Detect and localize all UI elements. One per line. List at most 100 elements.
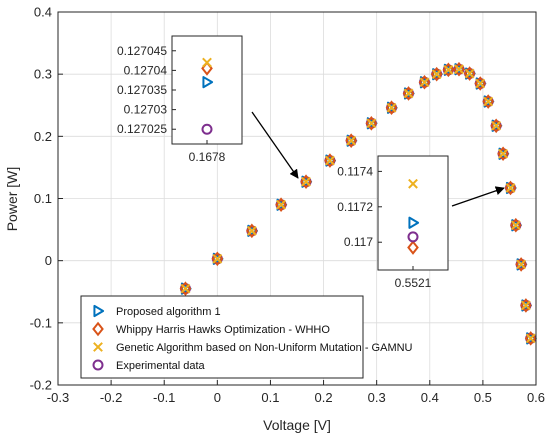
proposed-inset-marker <box>202 76 214 89</box>
data-point <box>300 174 313 190</box>
data-point <box>275 197 288 213</box>
y-tick-label: 0.4 <box>34 5 52 20</box>
data-point <box>463 66 476 81</box>
inset-y-tick-label: 0.1174 <box>337 164 373 178</box>
legend-item: Experimental data <box>92 359 206 372</box>
x-tick-label: -0.3 <box>47 390 69 405</box>
inset-2-frame <box>377 155 449 271</box>
x-marker <box>301 176 311 187</box>
data-point <box>345 133 358 148</box>
x-tick-label: 0.2 <box>315 390 333 405</box>
data-point <box>453 61 466 77</box>
inset-1-frame <box>171 35 243 145</box>
y-tick-label: -0.2 <box>30 378 52 393</box>
x-marker <box>505 183 516 193</box>
x-marker <box>521 300 531 311</box>
inset-2-ticks: 0.1174 0.1172 0.117 <box>337 164 414 270</box>
legend: Proposed algorithm 1 Whippy Harris Hawks … <box>80 295 413 379</box>
data-point <box>497 146 510 162</box>
x-marker <box>498 148 508 159</box>
experimental-inset-marker <box>201 123 213 135</box>
x-marker <box>276 199 286 210</box>
data-point <box>515 257 528 272</box>
x-marker <box>491 120 502 131</box>
y-axis-label: Power [W] <box>4 167 20 232</box>
x-tick-label: -0.2 <box>100 390 122 405</box>
data-point <box>246 223 258 239</box>
data-points <box>179 61 537 346</box>
x-marker <box>483 96 494 107</box>
diamond-legend-marker <box>92 321 104 337</box>
x-legend-marker <box>93 342 103 352</box>
experimental-inset-marker <box>407 231 419 243</box>
x-axis-label: Voltage [V] <box>263 417 331 433</box>
x-marker <box>403 88 414 99</box>
inset-2-points <box>407 178 420 255</box>
circle-legend-marker <box>92 359 104 371</box>
y-tick-label: 0 <box>45 253 52 268</box>
x-marker <box>454 64 464 75</box>
x-tick-label: -0.1 <box>153 390 175 405</box>
inset-2-xtick: 0.5521 <box>395 276 432 290</box>
legend-item: Whippy Harris Hawks Optimization - WHHO <box>92 321 330 337</box>
legend-item: Genetic Algorithm based on Non-Uniform M… <box>93 342 413 354</box>
inset-2-arrow <box>451 186 505 207</box>
y-tick-label: -0.1 <box>30 315 52 330</box>
gamnu-inset-marker <box>202 57 212 68</box>
inset-y-tick-label: 0.12703 <box>124 103 168 117</box>
x-tick-label: 0.6 <box>527 390 545 405</box>
x-marker <box>366 118 377 129</box>
y-tick-label: 0.3 <box>34 67 52 82</box>
zoom-inset-2: 0.1174 0.1172 0.117 0.5521 <box>337 155 449 290</box>
y-tick-label: 0.2 <box>34 129 52 144</box>
x-marker <box>346 135 357 146</box>
data-point <box>520 298 533 313</box>
data-point <box>524 331 537 346</box>
x-marker <box>431 69 442 80</box>
legend-label: Experimental data <box>116 360 206 372</box>
data-point <box>430 66 443 82</box>
x-tick-label: 0 <box>214 390 221 405</box>
x-marker <box>516 259 527 270</box>
x-marker <box>475 78 486 89</box>
triangle-right-legend-marker <box>93 304 105 318</box>
x-marker <box>325 155 335 166</box>
data-point <box>509 217 522 233</box>
inset-1-arrow <box>251 111 299 179</box>
y-tick-label: 0.1 <box>34 191 52 206</box>
x-marker <box>246 225 257 236</box>
x-marker <box>464 68 475 79</box>
data-point <box>504 180 517 196</box>
data-point <box>474 76 487 91</box>
inset-y-tick-label: 0.1172 <box>337 200 373 214</box>
inset-y-tick-label: 0.127045 <box>117 44 167 58</box>
data-point <box>365 115 378 131</box>
whho-inset-marker <box>407 240 419 255</box>
x-marker <box>443 64 454 75</box>
x-tick-label: 0.5 <box>474 390 492 405</box>
legend-items: Proposed algorithm 1 Whippy Harris Hawks … <box>92 304 413 372</box>
legend-label: Proposed algorithm 1 <box>116 306 221 318</box>
x-marker <box>386 102 397 113</box>
x-marker <box>419 77 430 88</box>
legend-label: Genetic Algorithm based on Non-Uniform M… <box>116 342 413 354</box>
data-point <box>385 100 398 116</box>
inset-1-ticks: 0.127045 0.12704 0.127035 0.12703 0.127025 <box>117 44 208 144</box>
legend-item: Proposed algorithm 1 <box>93 304 221 318</box>
inset-y-tick-label: 0.12704 <box>124 63 168 77</box>
inset-1-xtick: 0.1678 <box>189 150 226 164</box>
data-point <box>442 62 455 78</box>
inset-1-points <box>201 57 214 135</box>
inset-y-tick-label: 0.117 <box>344 235 373 249</box>
x-tick-label: 0.3 <box>368 390 386 405</box>
inset-y-tick-label: 0.127035 <box>117 83 167 97</box>
data-point <box>418 74 431 90</box>
legend-label: Whippy Harris Hawks Optimization - WHHO <box>116 324 330 336</box>
zoom-inset-1: 0.127045 0.12704 0.127035 0.12703 0.127025 0… <box>117 35 243 164</box>
data-point <box>482 94 495 109</box>
axis-ticks: -0.3 -0.2 -0.1 0 0.1 0.2 0.3 0.4 0.5 0.6-0.2-0.10… <box>30 5 545 406</box>
data-point <box>402 86 415 101</box>
x-marker <box>180 283 191 294</box>
proposed-inset-marker <box>408 216 420 229</box>
x-marker <box>510 220 521 231</box>
